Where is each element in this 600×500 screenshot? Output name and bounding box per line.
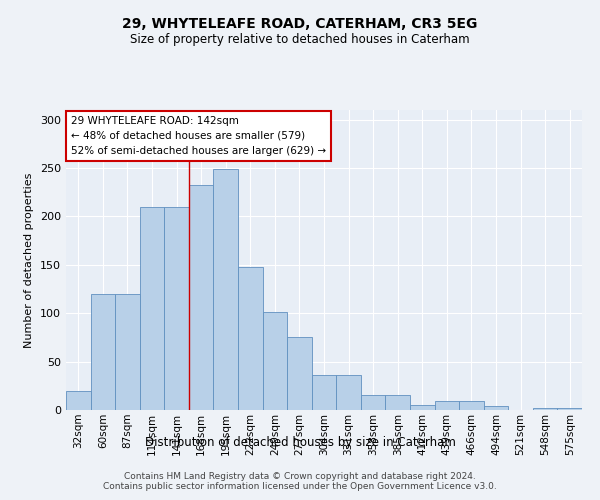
Bar <box>434 402 459 410</box>
Bar <box>484 406 508 410</box>
Bar <box>214 169 238 410</box>
Bar <box>385 396 410 410</box>
Bar <box>336 375 361 410</box>
Bar <box>164 207 189 410</box>
Text: Distribution of detached houses by size in Caterham: Distribution of detached houses by size … <box>145 436 455 449</box>
Bar <box>91 294 115 410</box>
Text: 29 WHYTELEAFE ROAD: 142sqm
← 48% of detached houses are smaller (579)
52% of sem: 29 WHYTELEAFE ROAD: 142sqm ← 48% of deta… <box>71 116 326 156</box>
Text: Contains HM Land Registry data © Crown copyright and database right 2024.: Contains HM Land Registry data © Crown c… <box>124 472 476 481</box>
Bar <box>459 402 484 410</box>
Bar <box>238 267 263 410</box>
Bar <box>312 375 336 410</box>
Bar <box>66 390 91 410</box>
Y-axis label: Number of detached properties: Number of detached properties <box>25 172 34 348</box>
Text: Size of property relative to detached houses in Caterham: Size of property relative to detached ho… <box>130 32 470 46</box>
Bar <box>287 338 312 410</box>
Bar <box>115 294 140 410</box>
Bar <box>263 312 287 410</box>
Bar <box>533 408 557 410</box>
Text: Contains public sector information licensed under the Open Government Licence v3: Contains public sector information licen… <box>103 482 497 491</box>
Bar <box>361 396 385 410</box>
Bar <box>410 405 434 410</box>
Bar <box>140 207 164 410</box>
Bar <box>189 186 214 410</box>
Text: 29, WHYTELEAFE ROAD, CATERHAM, CR3 5EG: 29, WHYTELEAFE ROAD, CATERHAM, CR3 5EG <box>122 18 478 32</box>
Bar <box>557 408 582 410</box>
